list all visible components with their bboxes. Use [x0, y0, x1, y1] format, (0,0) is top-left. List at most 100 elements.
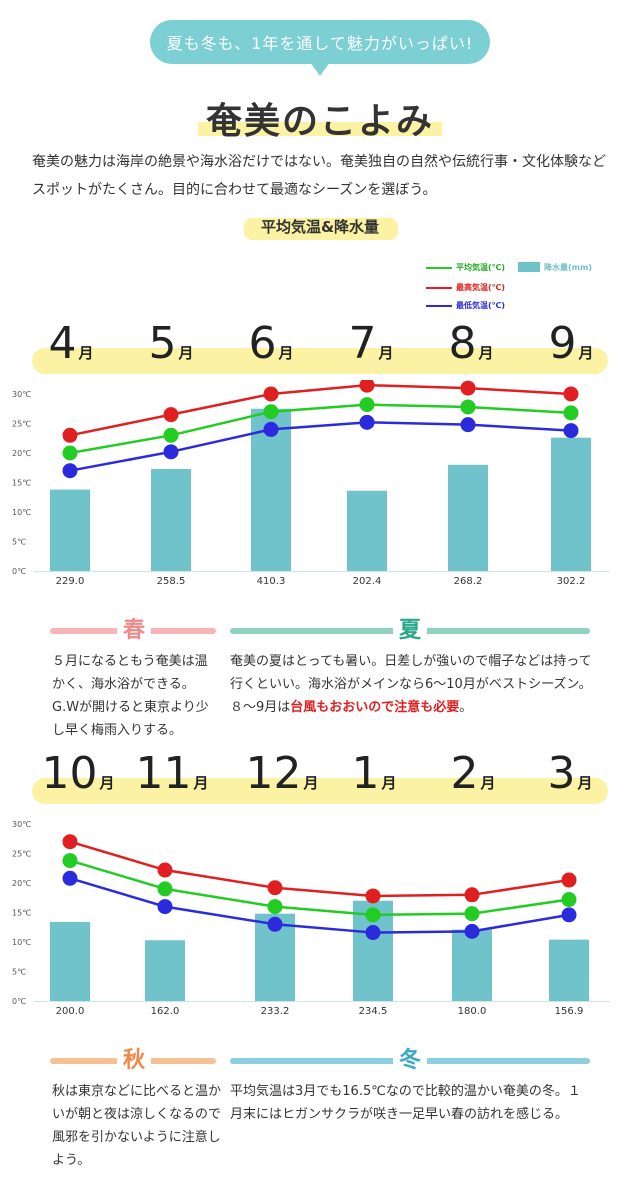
month-band-1 [32, 348, 608, 374]
low-temp-point [464, 923, 480, 939]
month-unit: 月 [78, 344, 94, 362]
rain-value-label: 410.3 [257, 576, 286, 587]
month-label-12: 12 月 [242, 748, 322, 799]
month-unit: 月 [278, 344, 294, 362]
low-temp-point [62, 463, 78, 479]
legend-avg-line [426, 267, 452, 269]
avg-temp-point [263, 404, 279, 420]
avg-temp-point [157, 881, 173, 897]
rain-bar [448, 464, 488, 571]
rain-bar [151, 468, 191, 571]
rain-bar [347, 490, 387, 571]
month-unit: 月 [178, 344, 194, 362]
summer-text: 奄美の夏はとっても暑い。日差しが強いので帽子などは持って行くといい。海水浴がメイ… [230, 654, 592, 715]
avg-temp-point [62, 853, 78, 869]
y-tick-label: 5℃ [12, 538, 26, 547]
high-temp-line [69, 383, 572, 437]
autumn-description: 秋は東京などに比べると温かいが朝と夜は涼しくなるので風邪を引かないように注意しよ… [52, 1084, 222, 1168]
legend-low: 最低気温(℃) [426, 300, 516, 312]
rain-value-label: 302.2 [557, 576, 586, 587]
avg-temp-line [69, 859, 570, 917]
legend-avg: 平均気温(℃) [426, 262, 516, 274]
bubble-text: 夏も冬も、1年を通して魅力がいっぱい! [166, 34, 474, 53]
avg-temp-point [163, 427, 179, 443]
month-unit: 月 [378, 344, 394, 362]
y-tick-label: 0℃ [12, 567, 26, 576]
y-tick-label: 20℃ [12, 449, 31, 458]
high-temp-point [267, 880, 283, 896]
y-tick-label: 30℃ [12, 390, 31, 399]
legend-high-label: 最高気温(℃) [456, 283, 505, 292]
month-unit: 月 [577, 774, 593, 792]
avg-temp-point [267, 899, 283, 915]
month-num: 2 [450, 748, 479, 799]
spring-heading: 春 [117, 612, 152, 644]
month-num: 10 [41, 748, 98, 799]
high-temp-point [365, 888, 381, 904]
low-temp-line [69, 421, 572, 472]
y-tick-label: 15℃ [12, 479, 31, 488]
y-tick-label: 10℃ [12, 508, 31, 517]
summer-heading: 夏 [393, 612, 428, 644]
section-label: 平均気温&降水量 [260, 218, 380, 236]
legend-avg-label: 平均気温(℃) [456, 263, 505, 272]
month-num: 12 [245, 748, 302, 799]
low-temp-point [460, 417, 476, 433]
spring-description: ５月になるともう奄美は温かく、海水浴ができる。G.Wが開けると東京より少し早く梅… [52, 654, 209, 738]
y-tick-label: 10℃ [12, 938, 31, 947]
low-temp-point [359, 414, 375, 430]
page-title: 奄美のこよみ [205, 101, 434, 142]
low-temp-line [69, 877, 570, 934]
high-temp-point [563, 386, 579, 402]
rain-value-label: 200.0 [56, 1006, 85, 1017]
legend-rain-label: 降水量(mm) [544, 263, 592, 272]
rain-bar [50, 921, 90, 1001]
winter-heading: 冬 [393, 1042, 428, 1074]
y-tick-label: 25℃ [12, 850, 31, 859]
month-label-11: 11 月 [132, 748, 212, 799]
high-temp-point [263, 386, 279, 402]
high-temp-point [163, 407, 179, 423]
typhoon-warning: 台風もおおいので注意も必要 [290, 700, 460, 715]
rain-value-label: 233.2 [261, 1006, 290, 1017]
month-num: 9 [548, 318, 577, 369]
low-temp-point [163, 444, 179, 460]
y-tick-label: 20℃ [12, 879, 31, 888]
avg-temp-point [563, 405, 579, 421]
avg-temp-point [460, 399, 476, 415]
low-temp-point [263, 421, 279, 437]
month-num: 8 [448, 318, 477, 369]
rain-value-label: 268.2 [454, 576, 483, 587]
avg-temp-point [365, 907, 381, 923]
high-temp-point [157, 862, 173, 878]
y-tick-label: 0℃ [12, 997, 26, 1006]
legend-low-label: 最低気温(℃) [456, 301, 505, 310]
rain-value-label: 202.4 [353, 576, 382, 587]
high-temp-point [464, 887, 480, 903]
avg-temp-point [62, 445, 78, 461]
month-num: 6 [248, 318, 277, 369]
rain-bar [549, 939, 589, 1001]
high-temp-point [359, 380, 375, 393]
legend-rain: 降水量(mm) [518, 262, 618, 274]
rain-value-label: 180.0 [458, 1006, 487, 1017]
low-temp-point [157, 899, 173, 915]
month-unit: 月 [193, 774, 209, 792]
legend-high: 最高気温(℃) [426, 282, 516, 294]
high-temp-point [561, 872, 577, 888]
intro-text: 奄美の魅力は海岸の絶景や海水浴だけではない。奄美独自の自然や伝統行事・文化体験な… [32, 154, 606, 198]
rain-bar [50, 489, 90, 571]
month-label-10: 10 月 [38, 748, 118, 799]
rain-value-label: 229.0 [56, 576, 85, 587]
high-temp-point [460, 380, 476, 396]
rain-value-label: 258.5 [157, 576, 186, 587]
high-temp-line [69, 840, 570, 898]
